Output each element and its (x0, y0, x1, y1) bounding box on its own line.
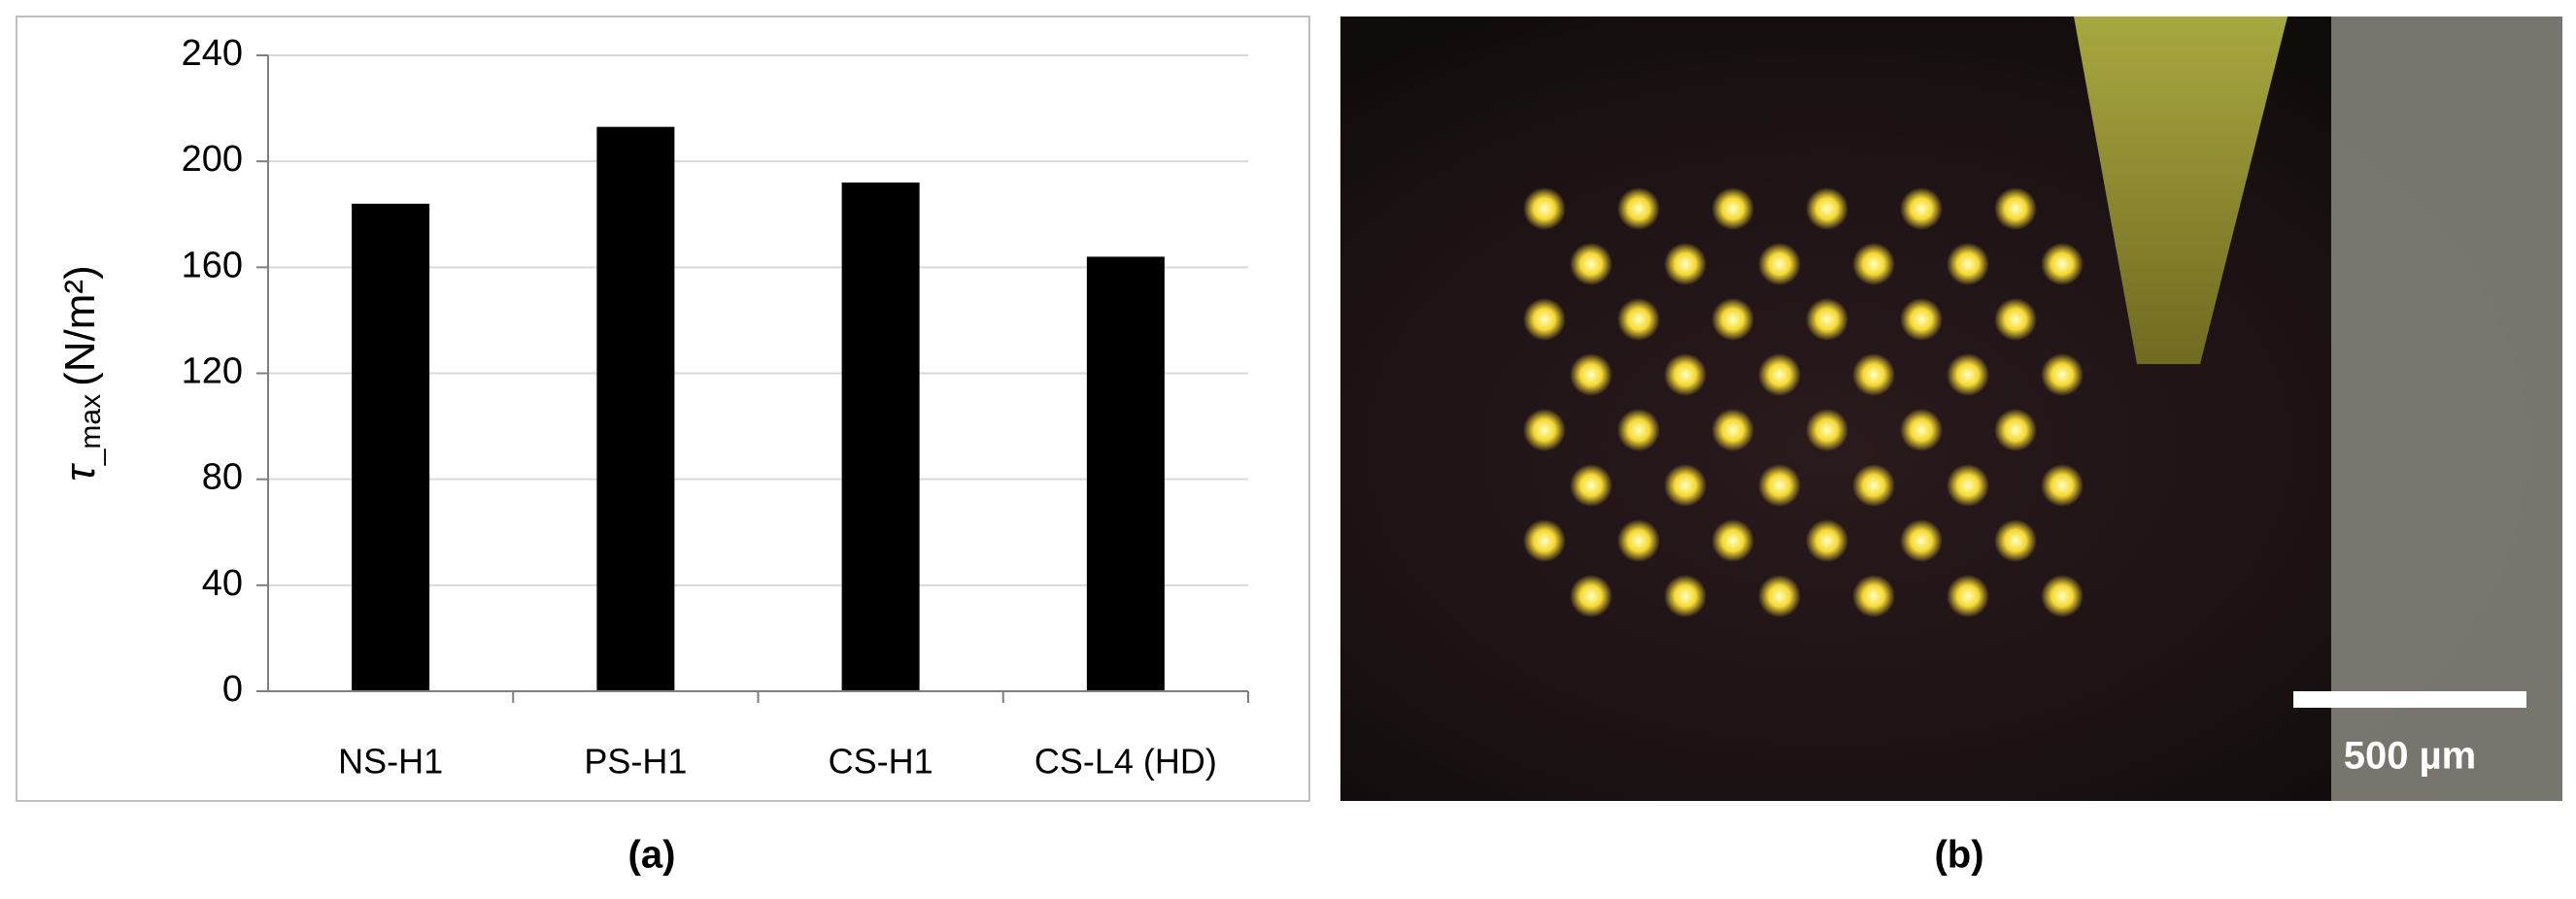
electrode (1758, 243, 1801, 285)
electrode (2041, 243, 2084, 285)
electrode (1806, 519, 1848, 562)
electrode (1947, 243, 1989, 285)
electrode (1852, 353, 1895, 396)
y-tick-label: 120 (182, 351, 243, 392)
y-tick-label: 0 (222, 669, 243, 710)
electrode (1852, 575, 1895, 617)
x-tick-label: NS-H1 (338, 742, 443, 782)
electrode (1712, 519, 1754, 562)
scale-bar (2293, 691, 2526, 708)
bar (352, 203, 430, 692)
electrode (1806, 409, 1848, 451)
electrode (1617, 298, 1660, 341)
y-axis-label-part: _max (75, 394, 107, 466)
x-tick-label: CS-L4 (HD) (1034, 742, 1217, 782)
electrode (1852, 464, 1895, 507)
panel-caption: (a) (628, 834, 676, 877)
electrode (2041, 575, 2084, 617)
electrode (1523, 187, 1566, 230)
bar (596, 126, 675, 691)
electrode (1664, 464, 1707, 507)
electrode (1900, 519, 1943, 562)
electrode (1664, 243, 1707, 285)
electrode (1712, 187, 1754, 230)
electrode (1523, 409, 1566, 451)
electrode (1994, 187, 2037, 230)
electrode (1570, 575, 1612, 617)
electrode (1617, 519, 1660, 562)
electrode (1570, 464, 1612, 507)
y-tick-label: 40 (202, 563, 243, 604)
electrode (1900, 187, 1943, 230)
y-tick-label: 160 (182, 245, 243, 285)
electrode (1758, 353, 1801, 396)
y-tick-label: 240 (182, 33, 243, 74)
y-axis-label-part: (N/m²) (56, 265, 104, 386)
electrode-array (1523, 187, 2084, 617)
electrode (1570, 353, 1612, 396)
y-tick-label: 80 (202, 457, 243, 498)
electrode (1664, 575, 1707, 617)
electrode (1570, 243, 1612, 285)
electrode (1758, 575, 1801, 617)
x-tick-label: PS-H1 (584, 742, 687, 782)
probe-tip (2074, 17, 2288, 364)
electrode (1994, 409, 2037, 451)
chart-frame (16, 16, 1310, 802)
electrode (1523, 298, 1566, 341)
photo: 500 µm (1340, 17, 2562, 801)
chart: 0 40 80 120 160 200 240 NS-H1 PS-H1 CS-H1 CS-L4 (H… (56, 33, 1249, 782)
panel-caption: (b) (1934, 834, 1983, 877)
y-axis-label: τ_max (N/m²) (56, 265, 107, 481)
electrode (1806, 187, 1848, 230)
electrode (1852, 243, 1895, 285)
electrode (1994, 298, 2037, 341)
electrode (1900, 409, 1943, 451)
electrode (1712, 298, 1754, 341)
y-axis-label-part: τ (56, 463, 104, 482)
electrode (1900, 298, 1943, 341)
scale-bar-label: 500 µm (2344, 735, 2476, 778)
electrode (1947, 353, 1989, 396)
electrode (1523, 519, 1566, 562)
electrode (1947, 464, 1989, 507)
electrode (1947, 575, 1989, 617)
bar (841, 183, 920, 691)
electrode (1617, 409, 1660, 451)
electrode (2041, 353, 2084, 396)
electrode (1712, 409, 1754, 451)
electrode (1806, 298, 1848, 341)
electrode (1994, 519, 2037, 562)
electrode (1664, 353, 1707, 396)
y-tick-label: 200 (182, 139, 243, 180)
electrode (2041, 464, 2084, 507)
x-tick-label: CS-H1 (829, 742, 933, 782)
electrode (1758, 464, 1801, 507)
electrode (1617, 187, 1660, 230)
bar (1086, 256, 1165, 691)
photo-glare (2331, 17, 2562, 801)
